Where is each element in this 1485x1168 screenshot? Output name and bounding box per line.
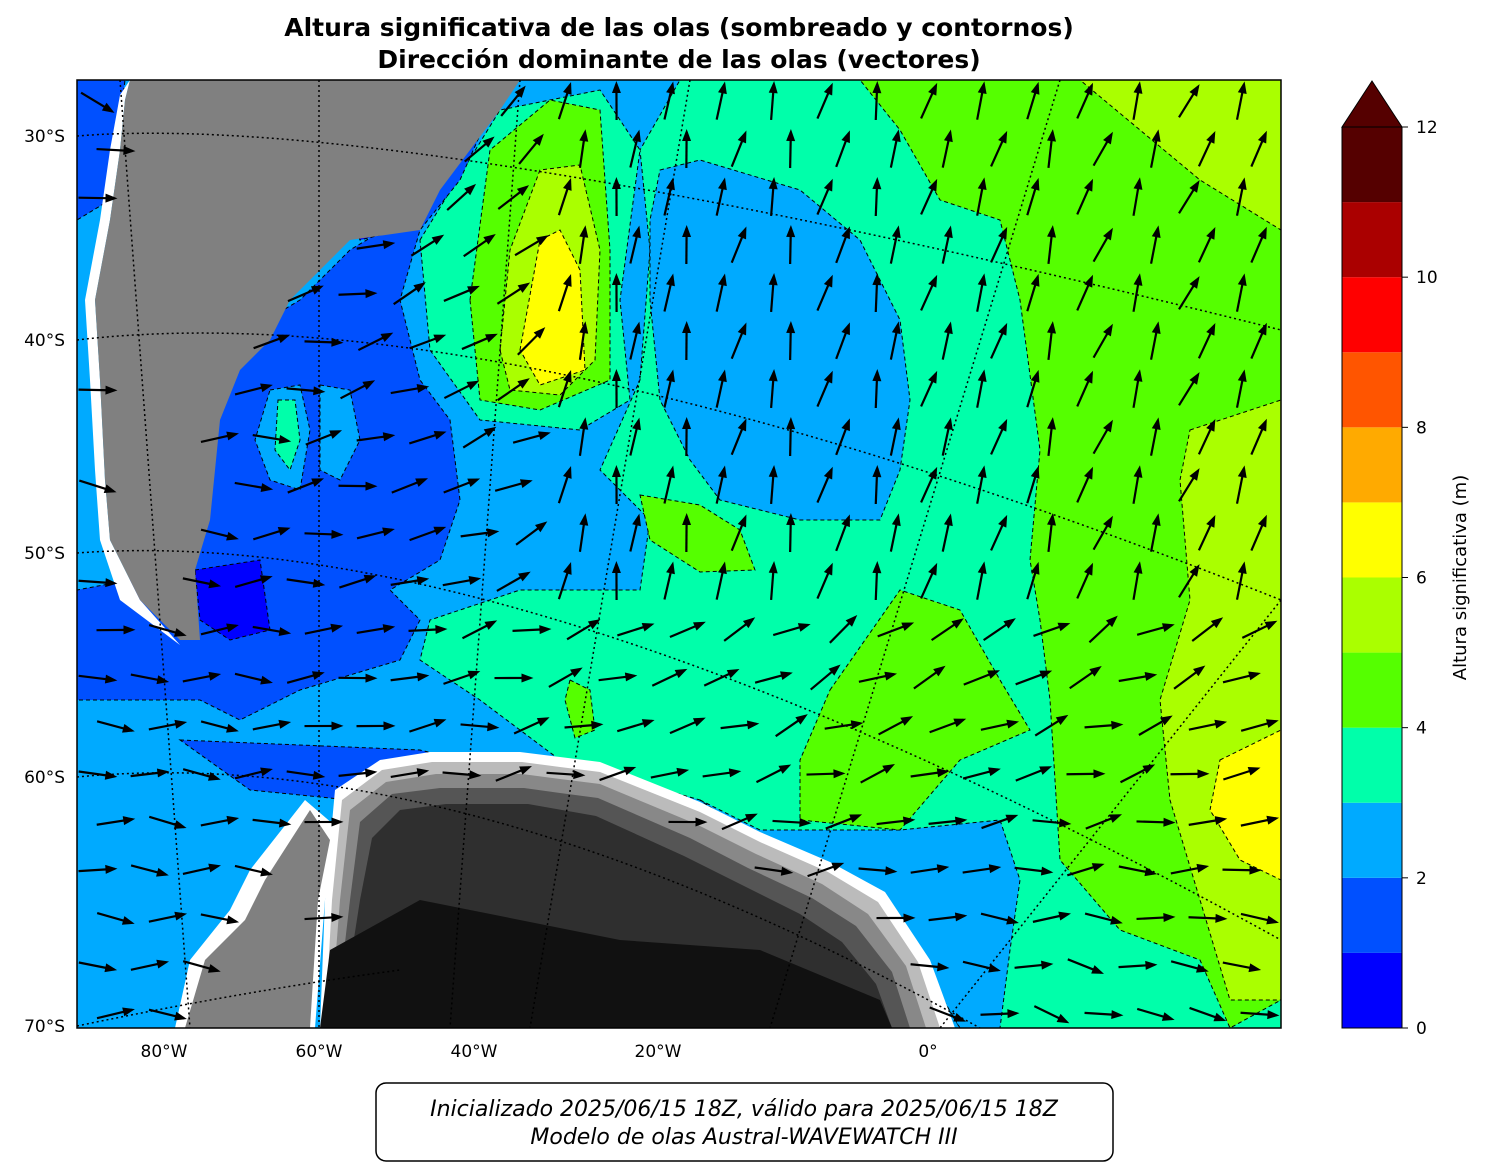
title-line: Dirección dominante de las olas (vectore… <box>377 45 980 74</box>
colorbar-segment <box>1342 502 1402 577</box>
colorbar-segment <box>1342 953 1402 1028</box>
footer-line: Inicializado 2025/06/15 18Z, válido para… <box>430 1097 1059 1122</box>
colorbar-segment <box>1342 728 1402 803</box>
map <box>77 80 1281 1028</box>
colorbar-segment <box>1342 427 1402 502</box>
lat-label: 40°S <box>24 331 65 351</box>
colorbar-label: Altura significativa (m) <box>1450 475 1471 680</box>
colorbar-segment <box>1342 127 1402 202</box>
colorbar-tick-label: 6 <box>1416 569 1427 589</box>
lat-label: 60°S <box>24 768 65 788</box>
colorbar-segment <box>1342 202 1402 277</box>
footer-line: Modelo de olas Austral-WAVEWATCH III <box>530 1125 957 1150</box>
lon-label: 20°W <box>635 1042 682 1062</box>
lat-label: 50°S <box>24 544 65 564</box>
colorbar-tick-label: 8 <box>1416 418 1427 438</box>
colorbar-segment <box>1342 578 1402 653</box>
colorbar-segment <box>1342 352 1402 427</box>
colorbar-tick-label: 12 <box>1416 118 1438 138</box>
colorbar-tick-label: 10 <box>1416 268 1438 288</box>
colorbar-extend <box>1342 81 1402 127</box>
lon-label: 80°W <box>141 1042 188 1062</box>
lon-label: 40°W <box>451 1042 498 1062</box>
colorbar-tick-label: 0 <box>1416 1019 1427 1039</box>
colorbar-segment <box>1342 277 1402 352</box>
lat-label: 30°S <box>24 127 65 147</box>
title-line: Altura significativa de las olas (sombre… <box>284 13 1074 42</box>
lon-label: 0° <box>918 1042 937 1062</box>
lon-label: 60°W <box>296 1042 343 1062</box>
colorbar-segment <box>1342 878 1402 953</box>
colorbar-segment <box>1342 803 1402 878</box>
lat-label: 70°S <box>24 1017 65 1037</box>
colorbar-tick-label: 2 <box>1416 869 1427 889</box>
colorbar-tick-label: 4 <box>1416 719 1427 739</box>
colorbar-segment <box>1342 653 1402 728</box>
